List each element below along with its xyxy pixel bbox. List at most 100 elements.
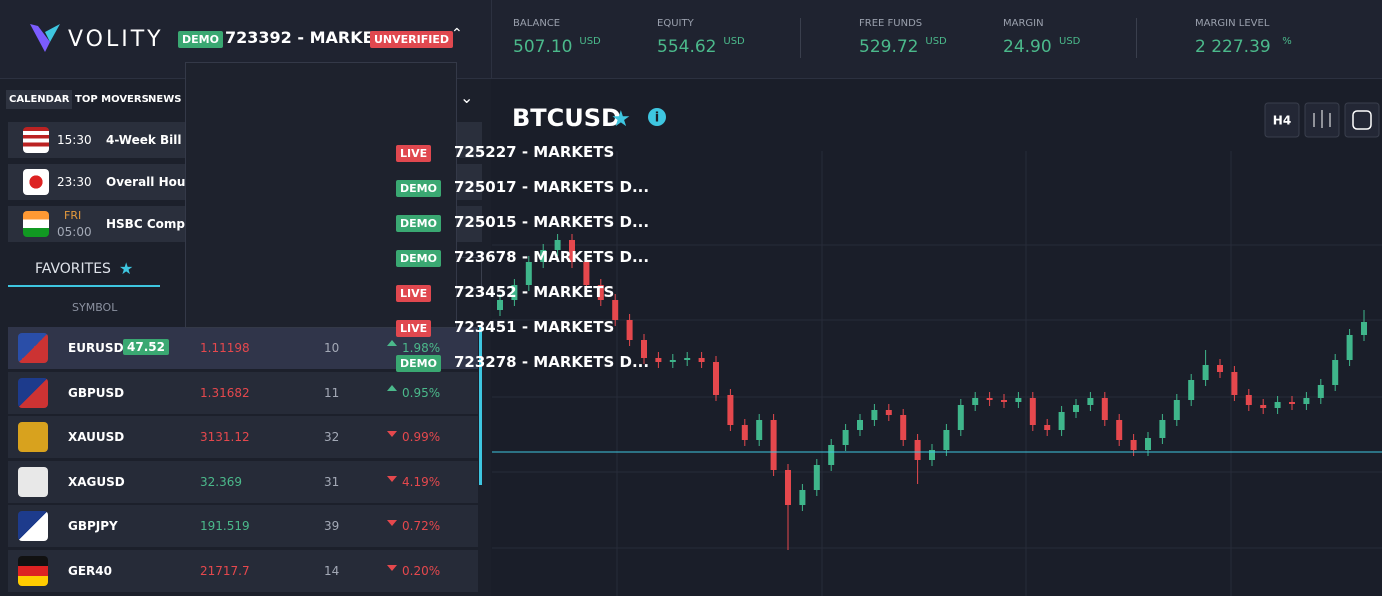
menu-badge[interactable]: DEMO [396,215,441,232]
candle-body [626,320,633,340]
candle-body [813,465,820,490]
menu-badge[interactable]: LIVE [396,320,432,337]
symbol: XAGUSD [68,475,125,489]
candle-body [569,240,575,262]
flag [23,169,49,195]
event-title: Overall House [106,175,201,189]
candle-body [1116,420,1123,440]
candle-body [857,420,863,430]
fullscreen-button[interactable] [1344,102,1380,138]
candle-body [1346,335,1353,360]
table-row[interactable] [8,416,478,458]
table-row[interactable] [8,372,478,414]
change: 0.20% [402,564,441,578]
candle-body [1044,425,1051,430]
account-name[interactable]: 723392 - MARKET... [225,28,401,47]
change: 1.98% [402,341,441,355]
tab[interactable]: TOP MOVERS [75,94,149,105]
account-status: UNVERIFIED [370,31,453,48]
menu-account[interactable]: 723678 - MARKETS D... [454,248,650,266]
price: 32.369 [200,475,242,489]
tab[interactable]: NEWS [148,94,182,105]
caret[interactable]: ⌃ [451,26,463,42]
menu-account[interactable]: 725015 - MARKETS D... [454,213,650,231]
menu-badge[interactable]: DEMO [396,180,441,197]
candle-body [727,395,734,425]
candle-body [511,285,518,300]
symbol-icon [18,422,48,452]
tab[interactable]: CALENDAR [6,90,73,109]
stat-unit: USD [1059,36,1081,47]
change-arrow [387,340,397,346]
candle-body [583,262,590,285]
menu-badge[interactable]: DEMO [396,355,441,372]
account-badge[interactable]: DEMO [178,31,223,48]
table-row[interactable] [8,505,478,547]
menu-badge[interactable]: DEMO [396,250,441,267]
candle-body [929,450,935,460]
table-row[interactable] [8,550,478,592]
favorites-tab[interactable]: FAVORITES [35,261,111,277]
candle-body [1101,398,1108,420]
sentiment-badge: 47.52 [123,339,169,355]
candle-body [1073,405,1079,412]
stat-label: FREE FUNDS [859,18,923,29]
timeframe: H4 [1273,114,1291,128]
change-arrow [387,431,397,437]
menu-badge[interactable]: LIVE [396,145,432,162]
count: 14 [324,564,340,578]
candle-body [1159,420,1166,438]
menu-account[interactable]: 725017 - MARKETS D... [454,178,650,196]
event-time: 15:30 [57,133,92,147]
candle-body [597,285,604,300]
candle-body [540,250,547,262]
menu-account[interactable]: 723452 - MARKETS [454,283,615,301]
candle-body [885,410,892,415]
menu-account[interactable]: 723451 - MARKETS [454,318,615,336]
symbol-icon [18,467,48,497]
logo-icon [30,24,60,52]
stat-value: 24.90 [1003,37,1052,57]
menu-account[interactable]: 723278 - MARKETS D... [454,353,650,371]
info-glyph: i [655,111,659,126]
candle-body [842,430,849,445]
candle-body [986,398,993,400]
menu-account[interactable]: 725227 - MARKETS [454,143,615,161]
stat-value: 507.10 [513,37,573,57]
candle-body [770,420,777,470]
menu-badge[interactable]: LIVE [396,285,432,302]
timeframe-button[interactable] [1264,102,1300,138]
candle-body [612,300,619,320]
candle-body [1332,360,1339,385]
candle-body [943,430,950,450]
candle-body [684,358,691,360]
change: 4.19% [402,475,441,489]
symbol: GBPUSD [68,386,125,400]
event-title: HSBC Compo [106,217,194,231]
symbol-icon [18,511,48,541]
stat-label: EQUITY [657,18,694,29]
candle-body [1058,412,1065,430]
favorite-star[interactable]: ★ [611,107,631,132]
symbol: GER40 [68,564,112,578]
flag [23,211,49,237]
price: 191.519 [200,519,250,533]
stat-unit: USD [579,36,601,47]
symbol-icon [18,333,48,363]
candle-icon [1313,110,1331,128]
info-icon[interactable] [648,108,666,126]
candle-body [1303,398,1310,404]
candle-body [1015,398,1022,402]
collapse[interactable]: ⌄ [460,88,474,107]
count: 31 [324,475,340,489]
table-row[interactable] [8,461,478,503]
price: 1.31682 [200,386,250,400]
stat-unit: % [1282,36,1292,47]
change: 0.95% [402,386,441,400]
candle-body [669,360,676,362]
flag [23,127,49,153]
change-arrow [387,520,397,526]
scrollbar [479,327,482,485]
star: ★ [119,259,134,278]
